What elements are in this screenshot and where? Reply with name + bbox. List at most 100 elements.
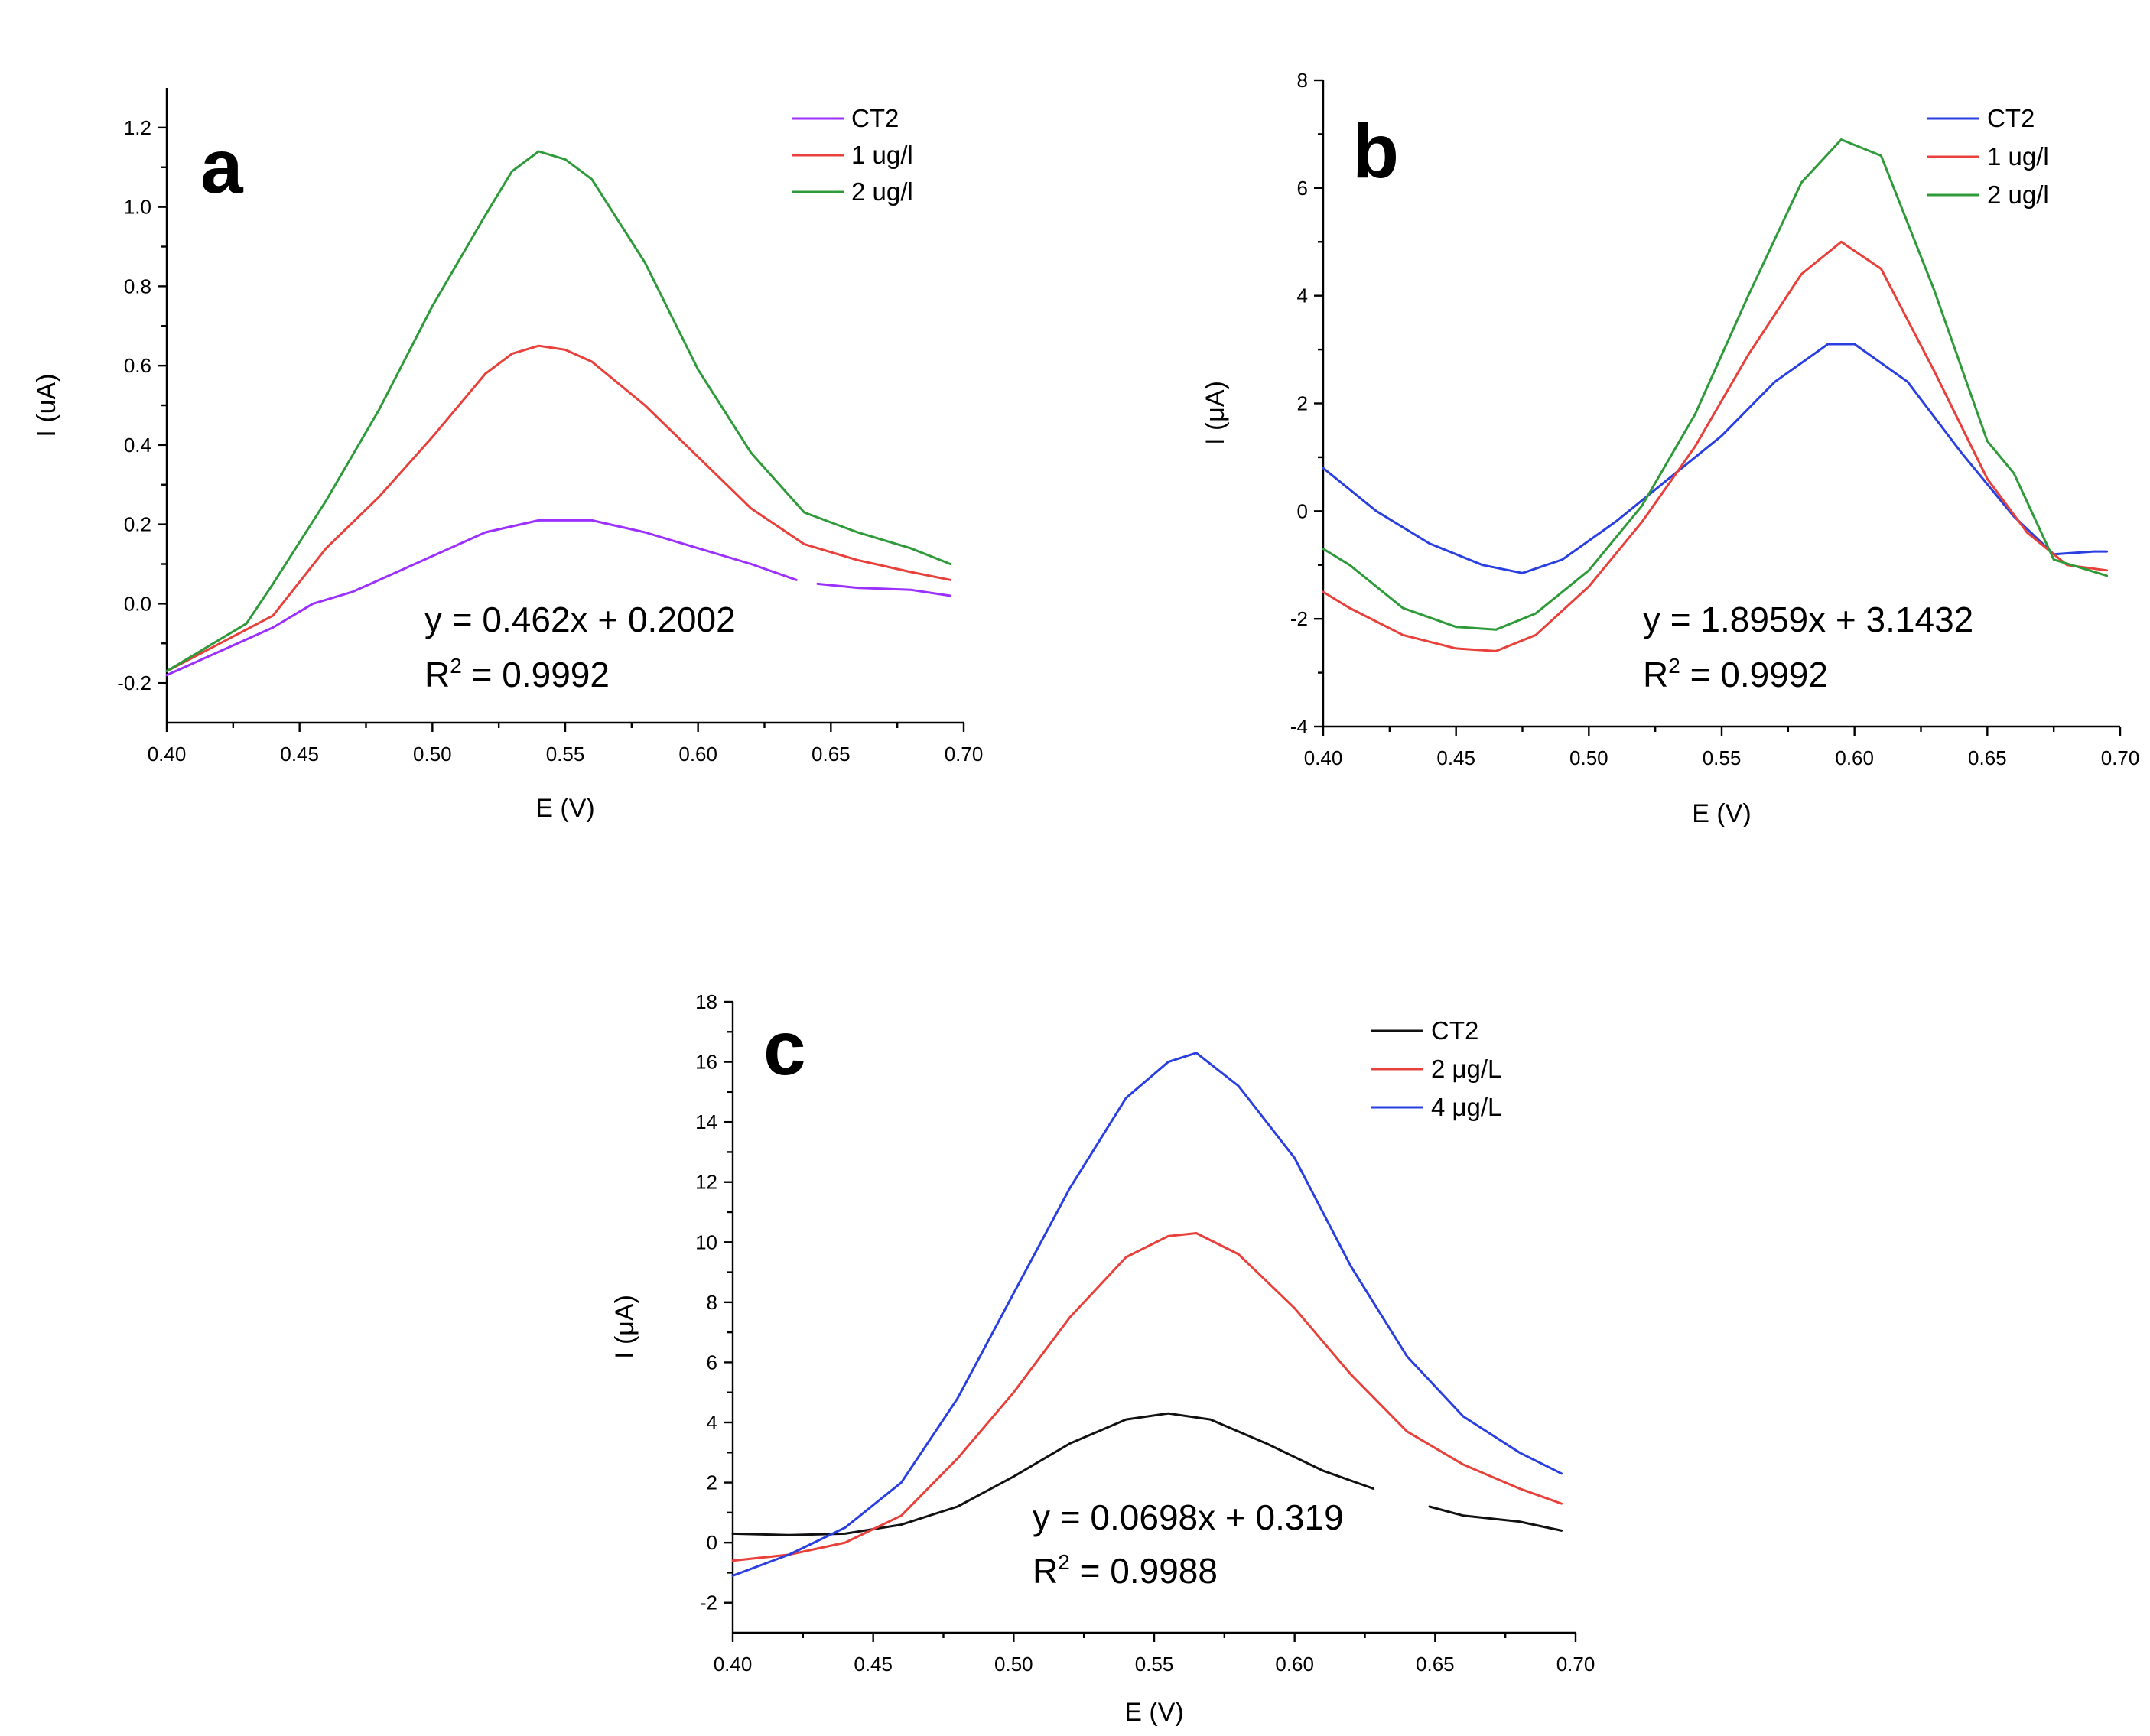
panel-c-x-axis-label: E (V) — [1124, 1698, 1183, 1727]
chart-panel-b: 0.40 0.45 0.50 0.55 0.60 0.65 0.70 -4 -2 0 2 4 6 8 b… — [1201, 69, 2139, 828]
panel-c-series-line-1 — [731, 1412, 1563, 1536]
panel-a-series — [165, 150, 952, 677]
panel-b-x-tick-label: 0.60 — [1835, 746, 1874, 769]
panel-a-x-tick-label: 0.55 — [546, 743, 585, 766]
panel-a-r-squared-equals: = — [462, 655, 502, 694]
panel-c-x-tick-label: 0.45 — [854, 1653, 893, 1676]
panel-c-series-line-2 — [731, 1232, 1563, 1562]
panel-a-y-tick-label: 0.0 — [124, 592, 151, 615]
panel-b-x-ticks: 0.40 0.45 0.50 0.55 0.60 0.65 0.70 — [1304, 727, 2140, 769]
panel-a-series-line-1 — [165, 519, 952, 677]
panel-a-x-tick-label: 0.70 — [945, 743, 984, 766]
panel-b-y-tick-label: -4 — [1290, 715, 1308, 738]
panel-c-r-squared: R2 = 0.9988 — [1033, 1550, 1218, 1591]
panel-a-y-tick-label: 1.0 — [124, 196, 151, 219]
panel-c-background — [730, 1002, 1576, 1633]
panel-a-letter: a — [200, 124, 244, 210]
panel-b-legend-label: 1 ug/l — [1987, 142, 2049, 171]
panel-a-x-tick-label: 0.40 — [148, 743, 187, 766]
panel-c-x-tick-label: 0.50 — [994, 1653, 1033, 1676]
panel-b-x-axis-label: E (V) — [1692, 799, 1751, 828]
panel-c-y-tick-label: -2 — [700, 1591, 717, 1614]
panel-a-x-ticks: 0.40 0.45 0.50 0.55 0.60 0.65 0.70 — [148, 723, 984, 766]
panel-c-legend-label: 4 μg/L — [1431, 1093, 1501, 1121]
panel-c-y-tick-label: 18 — [695, 990, 717, 1013]
panel-c-x-tick-label: 0.70 — [1556, 1653, 1595, 1676]
panel-b-y-tick-label: 4 — [1297, 284, 1308, 307]
panel-c-legend-label: 2 μg/L — [1431, 1055, 1501, 1083]
panel-b-y-tick-label: 8 — [1297, 69, 1308, 92]
panel-b-y-tick-label: -2 — [1290, 607, 1308, 630]
panel-b-legend-label: CT2 — [1987, 104, 2035, 132]
panel-b-r-squared-value: 0.9992 — [1720, 655, 1828, 694]
panel-a-y-ticks: -0.2 0.0 0.2 0.4 0.6 0.8 1.0 1.2 — [117, 116, 167, 694]
panel-a-y-tick-label: 0.6 — [124, 354, 151, 377]
panel-b-y-axis-label: I (μA) — [1201, 381, 1230, 445]
panel-c-letter: c — [763, 1006, 806, 1091]
panel-a-series-line-3 — [165, 150, 952, 673]
panel-c-y-tick-label: 16 — [695, 1051, 717, 1074]
panel-b-series-line-3 — [1322, 138, 2109, 631]
panel-c-y-axis-label: I (μA) — [610, 1295, 639, 1359]
panel-a-y-tick-label: 1.2 — [124, 116, 151, 139]
panel-a-x-tick-label: 0.45 — [280, 743, 319, 766]
chart-panel-a: 0.40 0.45 0.50 0.55 0.60 0.65 0.70 -0.2 0.0 0.2 0… — [32, 88, 983, 823]
panel-c-legend-label: CT2 — [1431, 1016, 1478, 1045]
panel-c-x-tick-label: 0.55 — [1135, 1653, 1174, 1676]
panel-a-legend: CT2 1 ug/l 2 ug/l — [792, 104, 913, 206]
panel-b-legend-label: 2 ug/l — [1987, 180, 2049, 209]
panel-b-r-squared-exponent: 2 — [1668, 654, 1680, 678]
panel-c-y-tick-label: 12 — [695, 1171, 717, 1194]
panel-c-y-tick-label: 8 — [707, 1291, 717, 1314]
panel-c-r-squared-equals: = — [1070, 1551, 1110, 1591]
panel-a-y-tick-label: 0.2 — [124, 513, 151, 536]
panel-c-series-line-3 — [731, 1052, 1563, 1577]
panel-c-y-tick-label: 2 — [707, 1471, 717, 1494]
panel-b-y-ticks: -4 -2 0 2 4 6 8 — [1290, 69, 1323, 738]
panel-b-r-squared-equals: = — [1680, 655, 1720, 694]
panel-a-legend-label: 1 ug/l — [851, 141, 913, 169]
panel-b-x-tick-label: 0.55 — [1703, 746, 1742, 769]
panel-c-r-squared-exponent: 2 — [1058, 1550, 1070, 1574]
panel-c-x-ticks: 0.40 0.45 0.50 0.55 0.60 0.65 0.70 — [714, 1633, 1595, 1676]
panel-c-regression-equation: y = 0.0698x + 0.319 — [1033, 1497, 1344, 1537]
chart-panel-c: 0.40 0.45 0.50 0.55 0.60 0.65 0.70 -2 0 2 4 6 8 10 12… — [610, 990, 1595, 1727]
panel-b-y-tick-label: 0 — [1297, 499, 1308, 522]
panel-b-x-tick-label: 0.65 — [1968, 746, 2007, 769]
panel-c-y-tick-label: 10 — [695, 1230, 717, 1253]
panel-c-x-tick-label: 0.40 — [714, 1653, 753, 1676]
panel-a-x-tick-label: 0.65 — [812, 743, 851, 766]
panel-a-y-tick-label: 0.4 — [124, 434, 151, 457]
panel-a-legend-label: CT2 — [851, 104, 899, 132]
panel-b-x-tick-label: 0.40 — [1304, 746, 1343, 769]
panel-b-x-tick-label: 0.70 — [2101, 746, 2140, 769]
panel-c-x-tick-label: 0.65 — [1416, 1653, 1455, 1676]
panel-a-x-tick-label: 0.60 — [678, 743, 717, 766]
panel-b-x-tick-label: 0.50 — [1569, 746, 1608, 769]
panel-c-legend: CT2 2 μg/L 4 μg/L — [1371, 1016, 1501, 1121]
panel-a-regression-equation: y = 0.462x + 0.2002 — [424, 600, 736, 639]
panel-c-y-tick-label: 4 — [707, 1411, 717, 1434]
panel-a-r-squared-value: 0.9992 — [502, 655, 610, 694]
panel-b-regression-equation: y = 1.8959x + 3.1432 — [1643, 600, 1973, 639]
panel-a-x-tick-label: 0.50 — [413, 743, 452, 766]
panel-a-y-axis-label: I (uA) — [32, 373, 61, 437]
panel-a-r-squared-exponent: 2 — [450, 654, 462, 678]
panel-b-letter: b — [1352, 109, 1399, 194]
panel-b-y-tick-label: 2 — [1297, 392, 1308, 415]
panel-a-x-axis-label: E (V) — [535, 794, 594, 823]
panel-b-series — [1322, 138, 2109, 652]
panel-c-r-squared-value: 0.9988 — [1110, 1551, 1218, 1591]
panel-c-y-tick-label: 6 — [707, 1351, 717, 1374]
panel-b-series-line-2 — [1322, 240, 2109, 652]
panel-c-y-tick-label: 14 — [695, 1110, 717, 1133]
panel-b-x-tick-label: 0.45 — [1436, 746, 1475, 769]
panel-a-y-tick-label: 0.8 — [124, 275, 151, 297]
panel-a-background — [164, 88, 964, 723]
panel-a-series-line-2 — [165, 344, 952, 673]
panel-a-y-tick-label: -0.2 — [117, 671, 151, 694]
panel-c-series — [731, 1052, 1563, 1577]
panel-c-x-tick-label: 0.60 — [1275, 1653, 1314, 1676]
panel-a-legend-label: 2 ug/l — [851, 177, 913, 206]
